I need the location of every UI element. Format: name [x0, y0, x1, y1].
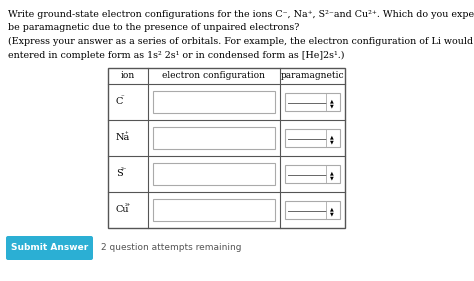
- Bar: [153, 163, 275, 185]
- Text: C: C: [116, 98, 123, 106]
- Text: ⁺: ⁺: [125, 130, 128, 139]
- Text: entered in complete form as 1s² 2s¹ or in condensed form as [He]2s¹.): entered in complete form as 1s² 2s¹ or i…: [8, 51, 345, 60]
- Text: ion: ion: [121, 71, 135, 80]
- Text: ▲: ▲: [330, 134, 334, 139]
- Text: ²⁻: ²⁻: [120, 167, 127, 175]
- Bar: [108, 68, 345, 228]
- Bar: [153, 91, 275, 113]
- Text: paramagnetic: paramagnetic: [281, 71, 344, 80]
- Text: ▼: ▼: [330, 175, 334, 180]
- Text: ²⁺: ²⁺: [125, 203, 131, 210]
- Text: (Express your answer as a series of orbitals. For example, the electron configur: (Express your answer as a series of orbi…: [8, 37, 474, 46]
- Text: S: S: [116, 169, 123, 178]
- Text: ▼: ▼: [330, 211, 334, 216]
- Text: ▲: ▲: [330, 98, 334, 103]
- Bar: [285, 93, 340, 111]
- Text: electron configuration: electron configuration: [163, 71, 265, 80]
- Text: Write ground-state electron configurations for the ions C⁻, Na⁺, S²⁻and Cu²⁺. Wh: Write ground-state electron configuratio…: [8, 10, 474, 19]
- Text: Cu: Cu: [116, 205, 129, 214]
- Text: be paramagnetic due to the presence of unpaired electrons?: be paramagnetic due to the presence of u…: [8, 24, 300, 33]
- Text: Submit Answer: Submit Answer: [11, 244, 88, 253]
- Text: ▼: ▼: [330, 139, 334, 144]
- Text: ⁻: ⁻: [120, 94, 124, 103]
- Bar: [285, 129, 340, 147]
- Text: ▼: ▼: [330, 103, 334, 108]
- Text: Na: Na: [116, 133, 130, 142]
- Bar: [153, 199, 275, 221]
- Bar: [285, 201, 340, 219]
- Bar: [153, 127, 275, 149]
- Bar: [285, 165, 340, 183]
- Text: ▲: ▲: [330, 170, 334, 175]
- FancyBboxPatch shape: [6, 236, 93, 260]
- Text: ▲: ▲: [330, 206, 334, 211]
- Text: 2 question attempts remaining: 2 question attempts remaining: [101, 244, 241, 253]
